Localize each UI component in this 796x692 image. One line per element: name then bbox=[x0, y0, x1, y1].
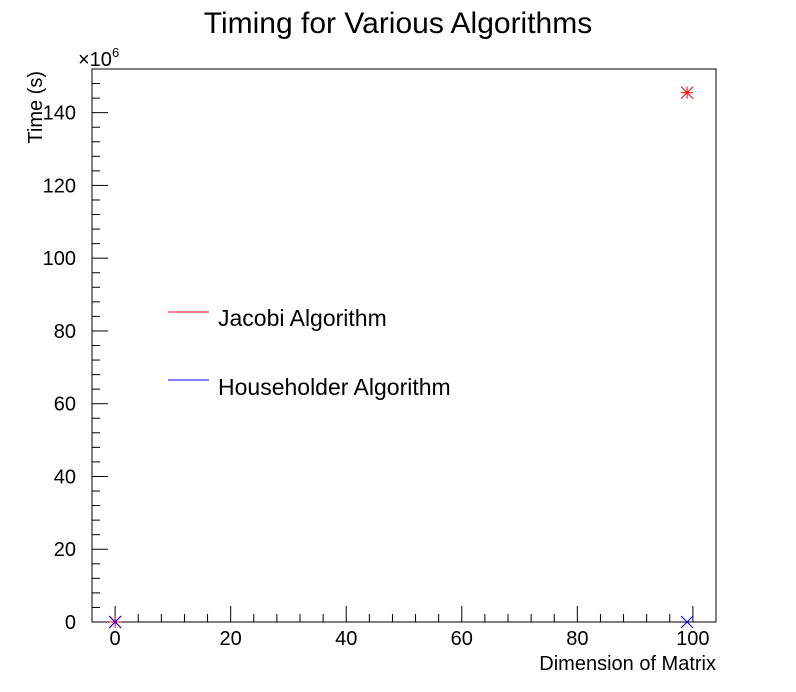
x-tick-label: 80 bbox=[566, 628, 588, 650]
legend: Jacobi Algorithm Householder Algorithm bbox=[168, 305, 451, 400]
x-axis-label: Dimension of Matrix bbox=[539, 653, 716, 675]
axis-tick-labels: 0 20 40 60 80 100 0 20 40 60 80 100 120 140 bbox=[43, 103, 710, 650]
x-tick-label: 100 bbox=[676, 628, 709, 650]
x-tick-label: 60 bbox=[451, 628, 473, 650]
data-point-householder bbox=[680, 615, 694, 629]
svg-text:×106: ×106 bbox=[78, 45, 119, 71]
y-tick-label: 0 bbox=[65, 612, 76, 634]
y-tick-label: 100 bbox=[43, 248, 76, 270]
y-axis-exponent: ×106 bbox=[78, 45, 119, 71]
x-tick-label: 0 bbox=[110, 628, 121, 650]
axis-ticks bbox=[91, 68, 717, 623]
y-exponent-power: 6 bbox=[112, 45, 119, 60]
y-tick-label: 20 bbox=[54, 539, 76, 561]
y-tick-label: 60 bbox=[54, 394, 76, 416]
data-point-householder bbox=[108, 615, 122, 629]
data-point-jacobi bbox=[680, 86, 694, 100]
y-axis-label: Time (s) bbox=[25, 71, 47, 144]
x-tick-label: 40 bbox=[335, 628, 357, 650]
legend-label-jacobi: Jacobi Algorithm bbox=[218, 305, 387, 331]
plot-frame bbox=[91, 68, 717, 623]
y-tick-label: 40 bbox=[54, 466, 76, 488]
y-tick-label: 120 bbox=[43, 175, 76, 197]
data-markers bbox=[108, 86, 694, 629]
y-exponent-base: ×10 bbox=[78, 49, 112, 71]
chart-title: Timing for Various Algorithms bbox=[204, 7, 592, 40]
y-tick-label: 140 bbox=[43, 103, 76, 125]
legend-label-householder: Householder Algorithm bbox=[218, 374, 451, 400]
x-tick-label: 20 bbox=[220, 628, 242, 650]
y-tick-label: 80 bbox=[54, 321, 76, 343]
